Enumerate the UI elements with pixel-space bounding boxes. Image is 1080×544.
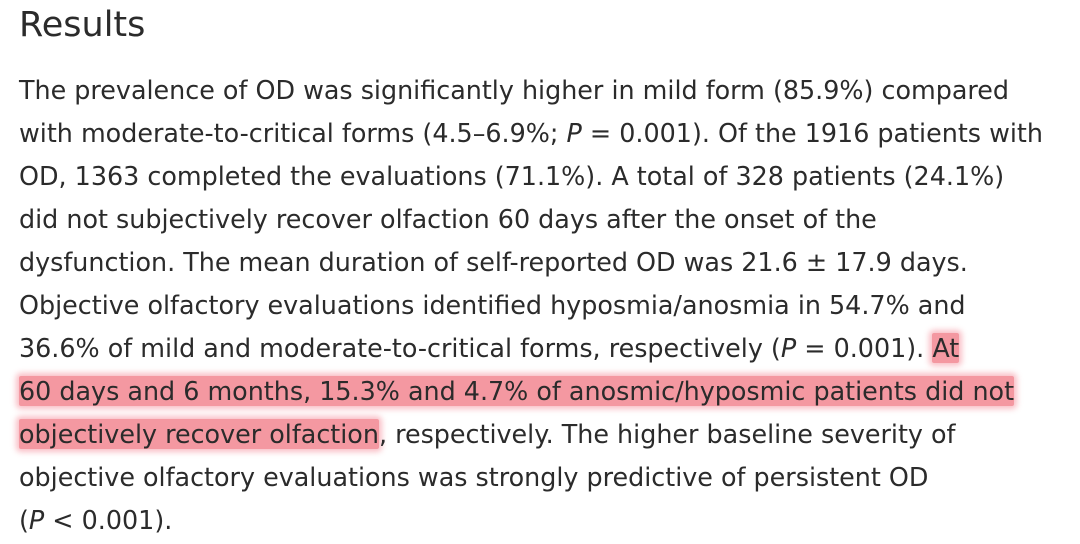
highlighted-text: At bbox=[932, 333, 960, 363]
highlighted-text: objectively recover olfaction bbox=[19, 419, 379, 449]
section-heading: Results bbox=[19, 5, 146, 45]
p-value-symbol: P bbox=[780, 333, 797, 363]
text-line-3: OD, 1363 completed the evaluations (71.1… bbox=[19, 161, 1005, 191]
text-line-6: Objective olfactory evaluations identifi… bbox=[19, 290, 966, 320]
p-value-symbol: P bbox=[28, 505, 45, 535]
text-line-1: The prevalence of OD was significantly h… bbox=[19, 75, 1010, 105]
text-line-2: with moderate-to-critical forms (4.5–6.9… bbox=[19, 118, 1043, 148]
highlighted-text: 60 days and 6 months, 15.3% and 4.7% of … bbox=[19, 376, 1015, 406]
text-line-4: did not subjectively recover olfaction 6… bbox=[19, 204, 877, 234]
text-line-7: 36.6% of mild and moderate-to-critical f… bbox=[19, 333, 960, 363]
text-line-9: objectively recover olfaction, respectiv… bbox=[19, 419, 956, 449]
text-line-10: objective olfactory evaluations was stro… bbox=[19, 462, 929, 492]
text-line-8: 60 days and 6 months, 15.3% and 4.7% of … bbox=[19, 370, 1015, 413]
p-value-symbol: P bbox=[566, 118, 582, 148]
text-line-5: dysfunction. The mean duration of self-r… bbox=[19, 247, 968, 277]
text-line-11: (P < 0.001). bbox=[19, 505, 173, 535]
